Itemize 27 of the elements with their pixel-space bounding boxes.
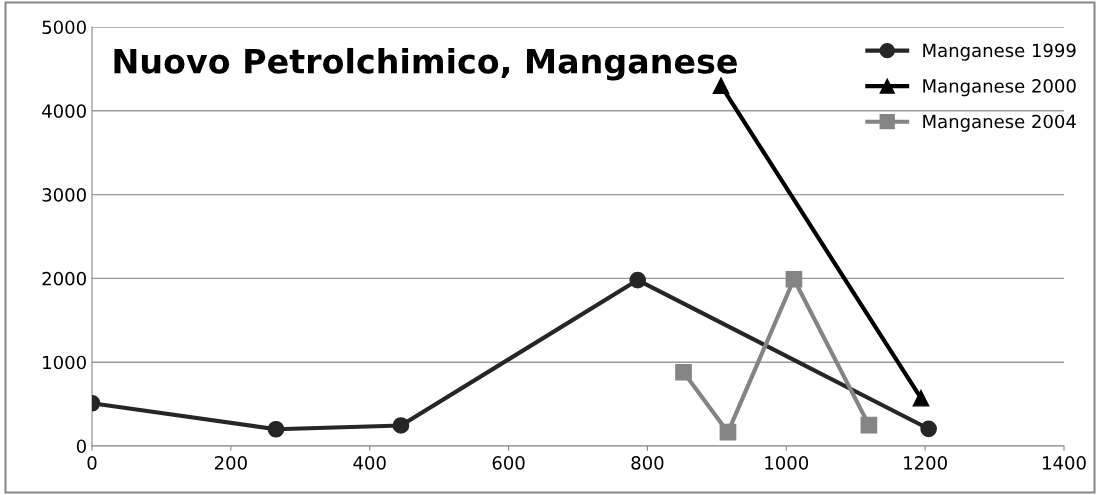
x-tick-label: 1000 xyxy=(765,456,809,470)
x-tick-label: 200 xyxy=(214,456,247,470)
point xyxy=(392,417,410,434)
x-tick-label: 800 xyxy=(631,456,664,470)
point xyxy=(629,271,647,289)
x-tick-label: 600 xyxy=(492,456,525,470)
x-tick-label: 400 xyxy=(353,456,386,470)
x-tick-label: 0 xyxy=(87,456,97,470)
y-tick-label: 4000 xyxy=(42,104,86,118)
legend-label: Manganese 1999 xyxy=(923,43,1076,61)
y-tick-label: 3000 xyxy=(42,188,86,202)
point xyxy=(912,389,930,407)
legend-label: Manganese 2004 xyxy=(923,114,1076,132)
legend-label: Manganese 2000 xyxy=(923,79,1076,97)
x-tick-label: 1400 xyxy=(1043,456,1086,470)
x-tick-label: 1200 xyxy=(904,456,947,470)
point xyxy=(719,423,737,441)
text: Nuovo Petrolchimico, Manganese xyxy=(114,47,737,81)
point xyxy=(860,416,878,434)
point xyxy=(920,420,937,438)
y-tick-label: 5000 xyxy=(42,20,86,35)
point xyxy=(267,420,285,438)
y-tick-label: 2000 xyxy=(42,271,86,286)
y-tick-label: 0 xyxy=(76,439,86,454)
y-tick-label: 1000 xyxy=(43,355,86,370)
point xyxy=(675,363,692,381)
point xyxy=(785,270,803,288)
